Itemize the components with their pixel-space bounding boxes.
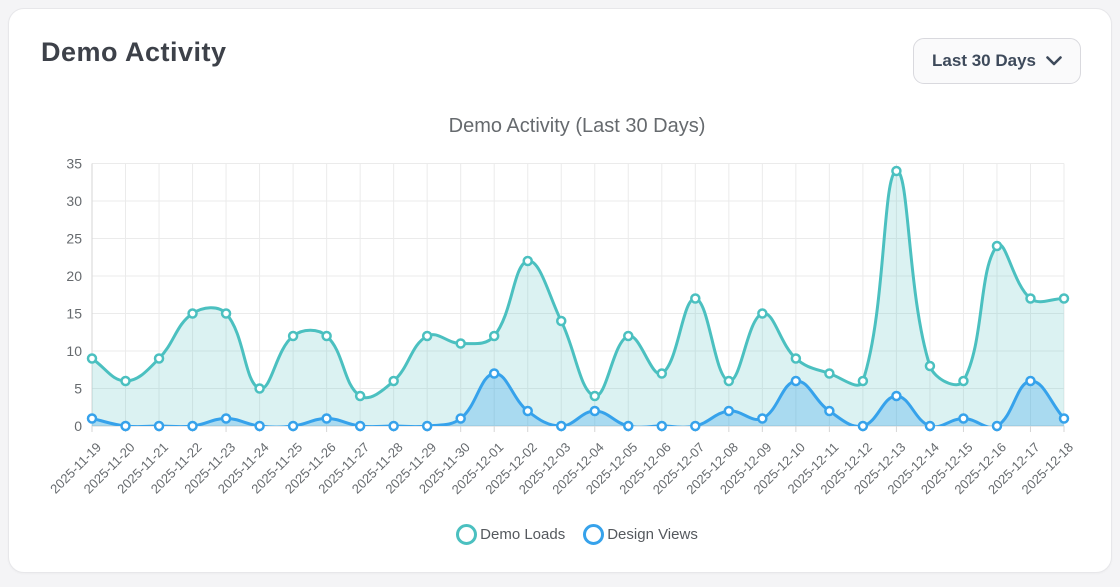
date-range-label: Last 30 Days bbox=[932, 51, 1036, 70]
svg-text:35: 35 bbox=[66, 156, 82, 172]
demo-loads-legend-marker-icon bbox=[456, 523, 478, 545]
points-demo-loads bbox=[86, 165, 1070, 402]
activity-chart[interactable]: 0 5 10 15 20 25 30 35 2025-11-192025-11-202025-1… bbox=[9, 149, 1113, 521]
svg-text:5: 5 bbox=[74, 381, 82, 397]
legend-label-demo-loads: Demo Loads bbox=[480, 525, 566, 543]
series-demo-loads bbox=[92, 169, 1064, 426]
svg-text:15: 15 bbox=[66, 306, 82, 322]
svg-text:25: 25 bbox=[66, 231, 82, 247]
page-title: Demo Activity bbox=[41, 37, 227, 67]
points-design-views bbox=[86, 368, 1070, 432]
svg-text:30: 30 bbox=[66, 193, 82, 209]
legend-item-demo-loads[interactable]: Demo Loads bbox=[456, 523, 566, 545]
chart-title: Demo Activity (Last 30 Days) bbox=[448, 115, 706, 137]
svg-text:0: 0 bbox=[74, 418, 82, 434]
legend-label-design-views: Design Views bbox=[607, 525, 698, 543]
legend-item-design-views[interactable]: Design Views bbox=[583, 523, 698, 545]
chevron-down-icon bbox=[1046, 56, 1062, 66]
svg-text:20: 20 bbox=[66, 268, 82, 284]
demo-activity-card: Demo Activity Last 30 Days Demo Activity… bbox=[8, 8, 1112, 573]
date-range-dropdown[interactable]: Last 30 Days bbox=[913, 38, 1081, 84]
chart-legend: Demo Loads Design Views bbox=[26, 521, 1120, 547]
design-views-legend-marker-icon bbox=[583, 523, 605, 545]
svg-text:10: 10 bbox=[66, 343, 82, 359]
y-axis-labels: 0 5 10 15 20 25 30 35 bbox=[66, 156, 82, 435]
x-axis-labels: 2025-11-192025-11-202025-11-212025-11-22… bbox=[47, 440, 1076, 498]
